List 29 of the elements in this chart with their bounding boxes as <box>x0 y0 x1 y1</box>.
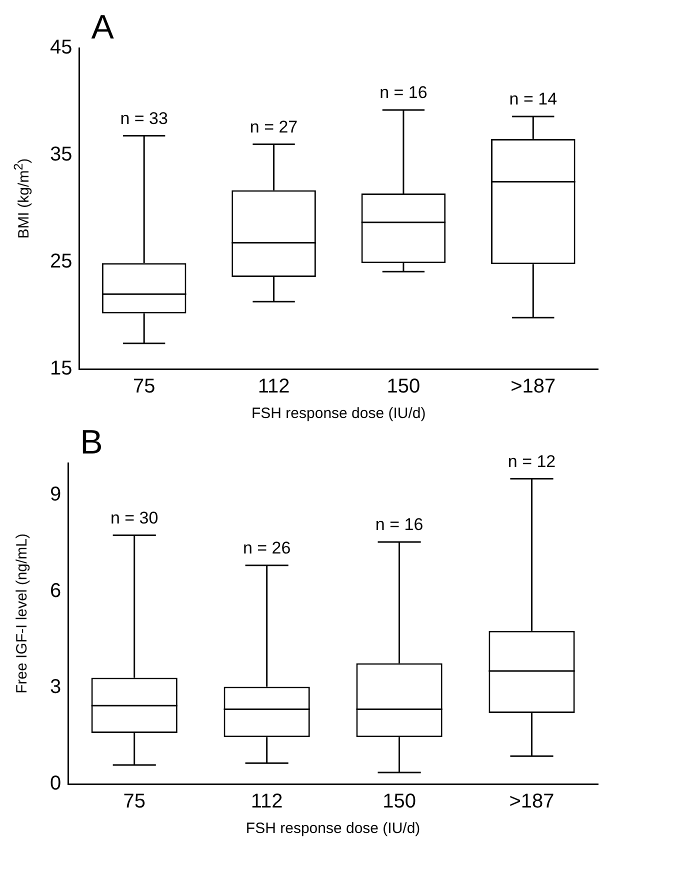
x-tick-label: 112 <box>250 790 283 813</box>
x-tick-label: 112 <box>258 376 290 398</box>
x-tick-label: >187 <box>510 376 556 398</box>
annotation: n = 30 <box>110 508 158 528</box>
y-tick-label: 9 <box>50 484 62 506</box>
x-tick-label: >187 <box>509 790 554 813</box>
y-tick-label: 6 <box>50 580 62 602</box>
y-tick-label: 3 <box>50 676 62 698</box>
chart-title: A <box>91 8 114 46</box>
annotation: n = 33 <box>120 108 168 128</box>
x-tick-label: 75 <box>132 376 156 398</box>
y-tick-label: 15 <box>50 358 72 380</box>
x-tick-label: 150 <box>382 790 416 813</box>
annotation: n = 14 <box>509 90 558 109</box>
annotation: n = 12 <box>508 452 556 471</box>
y-tick-label: 0 <box>50 772 62 795</box>
y-tick-label: 35 <box>50 144 72 166</box>
annotation: n = 27 <box>250 117 298 136</box>
annotation: n = 16 <box>380 83 428 102</box>
chart-title: B <box>80 423 103 462</box>
x-tick-label: 75 <box>123 790 146 813</box>
annotation: n = 26 <box>242 538 291 558</box>
annotation: n = 16 <box>375 515 424 534</box>
y-tick-label: 45 <box>50 36 72 59</box>
x-axis-title: FSH response dose (IU/d) <box>252 405 426 422</box>
y-axis-title: Free IGF-I level (ng/mL) <box>14 532 31 694</box>
x-axis-title: FSH response dose (IU/d) <box>246 820 420 838</box>
y-tick-label: 25 <box>50 250 72 273</box>
x-tick-label: 150 <box>386 376 420 398</box>
